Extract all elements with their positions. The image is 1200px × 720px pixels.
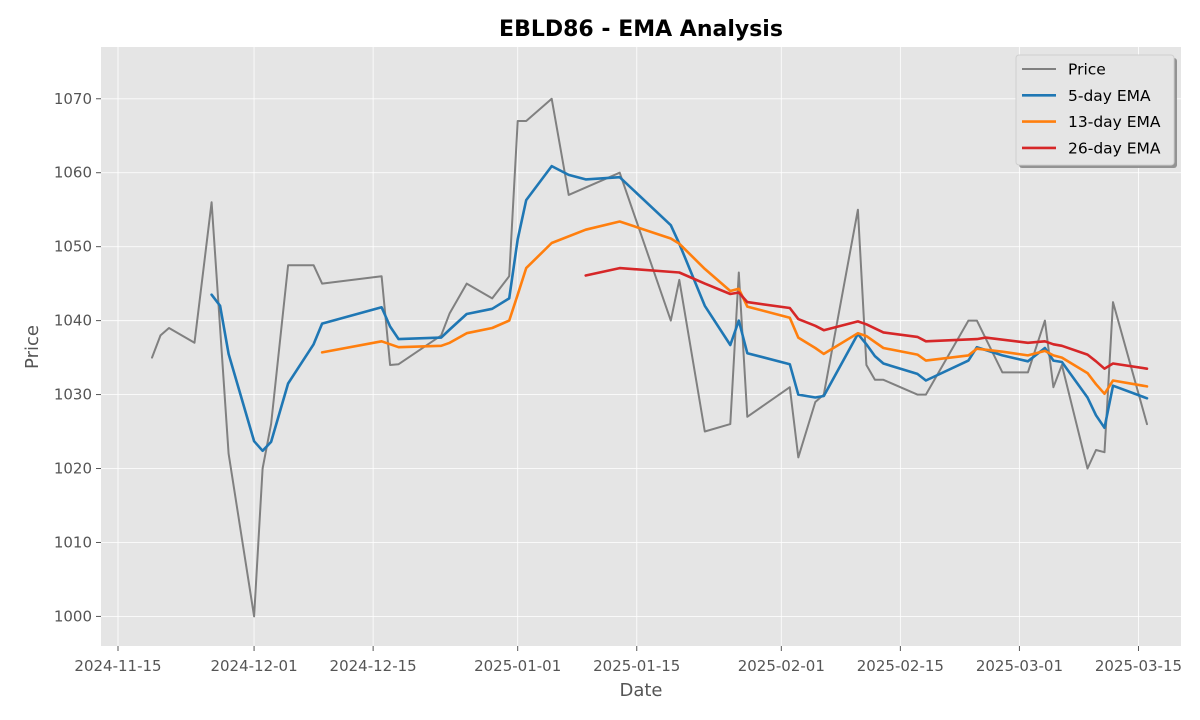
legend: Price 5-day EMA 13-day EMA 26-day EMA xyxy=(1015,54,1177,168)
series-line-5-day-ema xyxy=(210,164,1149,453)
legend-label-26-day-ema: 26-day EMA xyxy=(1068,139,1161,157)
legend-label-13-day-ema: 13-day EMA xyxy=(1068,113,1161,131)
x-tick-label: 2024-11-15 xyxy=(74,657,161,675)
series-line-26-day-ema xyxy=(584,266,1149,370)
legend-box xyxy=(1015,54,1175,166)
series-line-price xyxy=(151,97,1148,618)
y-tick-label: 1020 xyxy=(54,460,92,478)
series-layer xyxy=(151,97,1149,618)
legend-label-5-day-ema: 5-day EMA xyxy=(1068,87,1151,105)
x-tick-label: 2025-02-15 xyxy=(857,657,944,675)
plot-area xyxy=(101,47,1181,646)
series-line-13-day-ema xyxy=(320,220,1149,396)
x-tick-label: 2025-01-01 xyxy=(474,657,561,675)
x-tick-label: 2025-01-15 xyxy=(593,657,680,675)
x-axis-ticks: 2024-11-15 2024-12-01 2024-12-15 2025-01-01… xyxy=(74,646,1182,675)
y-axis-ticks: 1000 1010 1020 1030 1040 1050 1060 1070 xyxy=(54,90,101,625)
y-tick-label: 1040 xyxy=(54,312,92,330)
y-tick-label: 1000 xyxy=(54,607,92,625)
y-tick-label: 1060 xyxy=(54,164,92,182)
legend-label-price: Price xyxy=(1068,61,1106,79)
chart-title: EBLD86 - EMA Analysis xyxy=(499,17,783,42)
x-tick-label: 2025-02-01 xyxy=(738,657,825,675)
y-axis-label: Price xyxy=(22,325,43,369)
y-tick-label: 1050 xyxy=(54,238,92,256)
y-tick-label: 1010 xyxy=(54,533,92,551)
y-tick-label: 1070 xyxy=(54,90,92,108)
x-tick-label: 2025-03-15 xyxy=(1095,657,1182,675)
x-tick-label: 2025-03-01 xyxy=(976,657,1063,675)
y-tick-label: 1030 xyxy=(54,386,92,404)
x-axis-label: Date xyxy=(619,680,662,701)
x-tick-label: 2024-12-15 xyxy=(330,657,417,675)
x-tick-label: 2024-12-01 xyxy=(210,657,297,675)
